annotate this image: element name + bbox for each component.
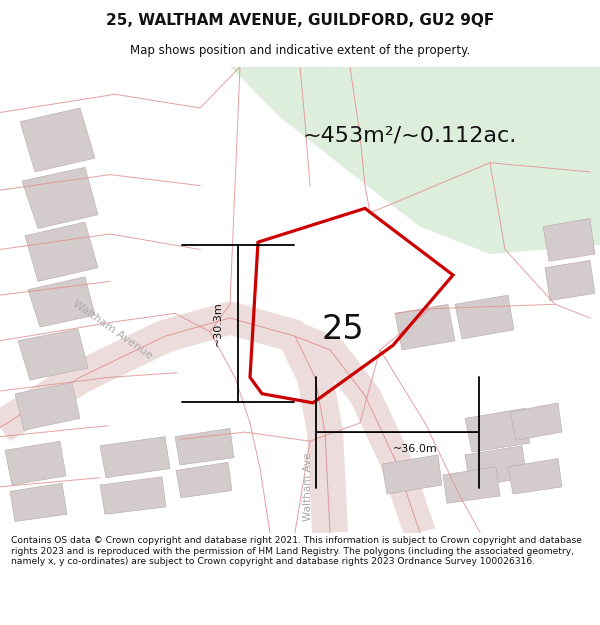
- Polygon shape: [100, 477, 166, 514]
- Text: 25, WALTHAM AVENUE, GUILDFORD, GU2 9QF: 25, WALTHAM AVENUE, GUILDFORD, GU2 9QF: [106, 12, 494, 28]
- Polygon shape: [545, 261, 595, 301]
- Text: ~30.3m: ~30.3m: [213, 301, 223, 346]
- Text: 25: 25: [322, 313, 364, 346]
- Polygon shape: [176, 462, 232, 498]
- Polygon shape: [18, 329, 88, 380]
- Polygon shape: [465, 408, 530, 452]
- Text: Contains OS data © Crown copyright and database right 2021. This information is : Contains OS data © Crown copyright and d…: [11, 536, 581, 566]
- Polygon shape: [22, 168, 98, 229]
- Polygon shape: [230, 67, 600, 254]
- Polygon shape: [508, 459, 562, 494]
- Polygon shape: [10, 483, 67, 521]
- Polygon shape: [20, 108, 95, 172]
- Polygon shape: [5, 441, 66, 485]
- Polygon shape: [443, 467, 500, 503]
- Polygon shape: [25, 222, 98, 281]
- Polygon shape: [175, 428, 234, 465]
- Text: Waltham Ave: Waltham Ave: [303, 452, 313, 521]
- Polygon shape: [28, 277, 95, 327]
- Polygon shape: [382, 455, 442, 494]
- Text: ~36.0m: ~36.0m: [393, 444, 438, 454]
- Polygon shape: [395, 304, 455, 350]
- Polygon shape: [510, 403, 562, 440]
- Polygon shape: [455, 295, 514, 339]
- Text: ~453m²/~0.112ac.: ~453m²/~0.112ac.: [303, 126, 517, 146]
- Polygon shape: [100, 437, 170, 478]
- Polygon shape: [15, 382, 80, 430]
- Text: Map shows position and indicative extent of the property.: Map shows position and indicative extent…: [130, 44, 470, 57]
- Polygon shape: [543, 218, 595, 261]
- Text: Waltham Avenue: Waltham Avenue: [70, 299, 154, 361]
- Polygon shape: [0, 302, 348, 533]
- Polygon shape: [289, 322, 435, 537]
- Polygon shape: [465, 446, 527, 487]
